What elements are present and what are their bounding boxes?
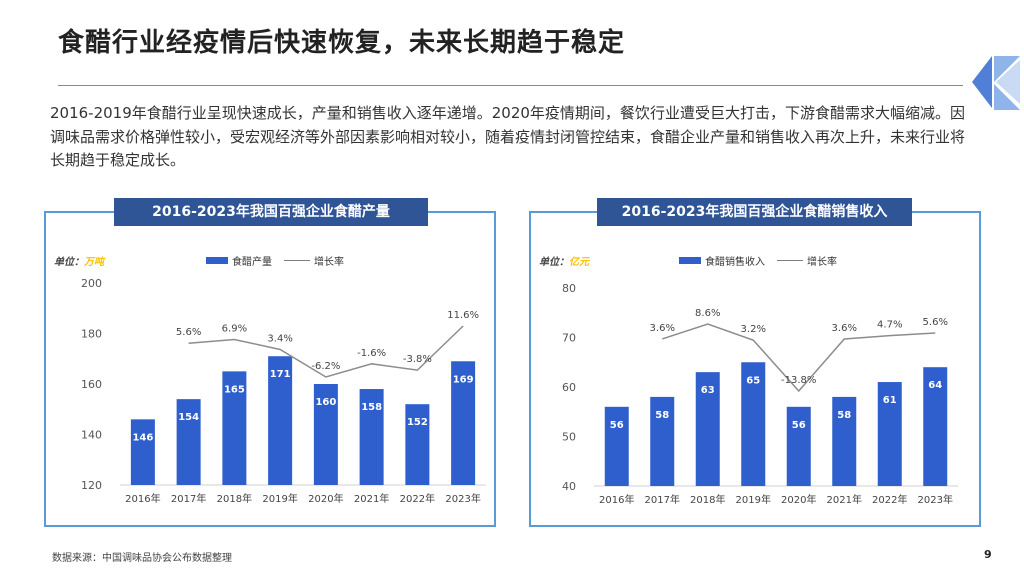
growth-rate-label: 3.6% — [650, 323, 675, 334]
legend-bar-label: 食醋销售收入 — [705, 257, 765, 268]
bar — [650, 396, 675, 486]
chart-legend: 食醋销售收入 增长率 — [679, 253, 837, 268]
growth-rate-line — [662, 323, 936, 393]
x-tick-label: 2022年 — [400, 492, 435, 505]
x-tick-label: 2022年 — [872, 493, 907, 506]
bar — [222, 371, 247, 485]
intro-paragraph: 2016-2019年食醋行业呈现快速成长，产量和销售收入逐年递增。2020年疫情… — [50, 104, 966, 169]
page-title: 食醋行业经疫情后快速恢复，未来长期趋于稳定 — [58, 28, 626, 58]
bar — [176, 399, 201, 485]
bar — [130, 419, 155, 485]
x-tick-label: 2021年 — [354, 492, 389, 505]
bar-value-label: 61 — [883, 395, 897, 406]
x-tick-label: 2019年 — [736, 493, 771, 506]
unit-label: 单位：亿元 — [539, 257, 589, 268]
bar-value-label: 152 — [407, 417, 428, 428]
x-tick-label: 2018年 — [690, 493, 725, 506]
bar-value-label: 58 — [655, 410, 669, 421]
chart-panel-output: 2016-2023年我国百强企业食醋产量 单位：万吨 食醋产量 增长率 120 1… — [44, 198, 496, 527]
y-tick-label: 200 — [81, 277, 102, 290]
y-tick-label: 160 — [81, 378, 102, 391]
bar-value-label: 165 — [224, 384, 245, 395]
x-tick-label: 2020年 — [781, 493, 816, 506]
growth-rate-label: 5.6% — [923, 317, 948, 328]
bar — [923, 367, 948, 486]
growth-rate-label: 3.2% — [741, 324, 766, 335]
growth-rate-label: 3.4% — [267, 333, 292, 344]
bar-value-label: 65 — [746, 375, 760, 386]
bar — [877, 382, 902, 486]
bar — [405, 404, 430, 485]
y-tick-label: 60 — [562, 381, 576, 394]
unit-label: 单位：万吨 — [54, 257, 104, 268]
x-tick-label: 2016年 — [125, 492, 160, 505]
bar-value-label: 146 — [132, 432, 153, 443]
bar — [741, 362, 766, 486]
chart-legend: 食醋产量 增长率 — [206, 253, 344, 268]
bar — [313, 384, 338, 485]
growth-rate-label: -13.8% — [781, 375, 816, 386]
x-tick-label: 2023年 — [445, 492, 480, 505]
y-tick-label: 50 — [562, 431, 576, 444]
growth-rate-label: -3.8% — [403, 354, 432, 365]
growth-rate-label: 6.9% — [222, 323, 247, 334]
bar-value-label: 171 — [270, 369, 291, 380]
growth-rate-label: -1.6% — [357, 348, 386, 359]
x-tick-label: 2019年 — [262, 492, 297, 505]
x-tick-label: 2017年 — [645, 493, 680, 506]
bar-value-label: 154 — [178, 412, 199, 423]
data-source-note: 数据来源：中国调味品协会公布数据整理 — [52, 553, 232, 564]
bar-value-label: 160 — [315, 397, 336, 408]
y-tick-label: 70 — [562, 332, 576, 345]
x-tick-label: 2016年 — [599, 493, 634, 506]
x-tick-label: 2023年 — [918, 493, 953, 506]
chart-panel-revenue: 2016-2023年我国百强企业食醋销售收入 单位：亿元 食醋销售收入 增长率 … — [529, 198, 981, 527]
legend-bar-swatch — [206, 257, 228, 264]
legend-line-swatch — [777, 259, 803, 262]
bar — [695, 372, 720, 486]
x-tick-label: 2021年 — [827, 493, 862, 506]
bar-value-label: 58 — [837, 410, 851, 421]
legend-bar-label: 食醋产量 — [232, 257, 272, 268]
y-tick-label: 40 — [562, 480, 576, 493]
x-tick-label: 2018年 — [217, 492, 252, 505]
bar — [359, 389, 384, 485]
brand-logo-icon — [972, 56, 1020, 110]
legend-line-swatch — [284, 259, 310, 262]
bar-value-label: 63 — [701, 385, 715, 396]
output-chart: 120 140 160 180 200 146 154 165 171 160 158 152 169 2… — [81, 277, 486, 505]
revenue-chart: 40 50 60 70 80 56 58 63 65 56 58 61 64 2016年 2017年 2018… — [562, 282, 958, 506]
growth-rate-label: 3.6% — [832, 323, 857, 334]
chart-title: 2016-2023年我国百强企业食醋销售收入 — [597, 198, 912, 226]
y-tick-label: 80 — [562, 282, 576, 295]
y-tick-label: 180 — [81, 328, 102, 341]
bar — [786, 406, 811, 486]
page-number: 9 — [984, 548, 992, 561]
legend-line-label: 增长率 — [807, 257, 837, 268]
bar — [604, 406, 629, 486]
bar — [451, 361, 476, 485]
legend-bar-swatch — [679, 257, 701, 264]
chart-title: 2016-2023年我国百强企业食醋产量 — [114, 198, 428, 226]
bar-value-label: 158 — [361, 402, 382, 413]
bar-value-label: 56 — [792, 420, 806, 431]
x-tick-label: 2017年 — [171, 492, 206, 505]
bar-value-label: 169 — [453, 374, 474, 385]
y-tick-label: 140 — [81, 429, 102, 442]
legend-line-label: 增长率 — [314, 257, 344, 268]
title-divider — [58, 85, 963, 86]
bar — [268, 356, 293, 485]
growth-rate-label: 11.6% — [447, 310, 479, 321]
growth-rate-label: 5.6% — [176, 327, 201, 338]
growth-rate-label: 4.7% — [877, 320, 902, 331]
growth-rate-label: -6.2% — [311, 361, 340, 372]
growth-rate-line — [188, 325, 464, 378]
bar — [832, 396, 857, 486]
x-tick-label: 2020年 — [308, 492, 343, 505]
y-tick-label: 120 — [81, 479, 102, 492]
growth-rate-label: 8.6% — [695, 308, 720, 319]
bar-value-label: 56 — [610, 420, 624, 431]
bar-value-label: 64 — [928, 380, 942, 391]
